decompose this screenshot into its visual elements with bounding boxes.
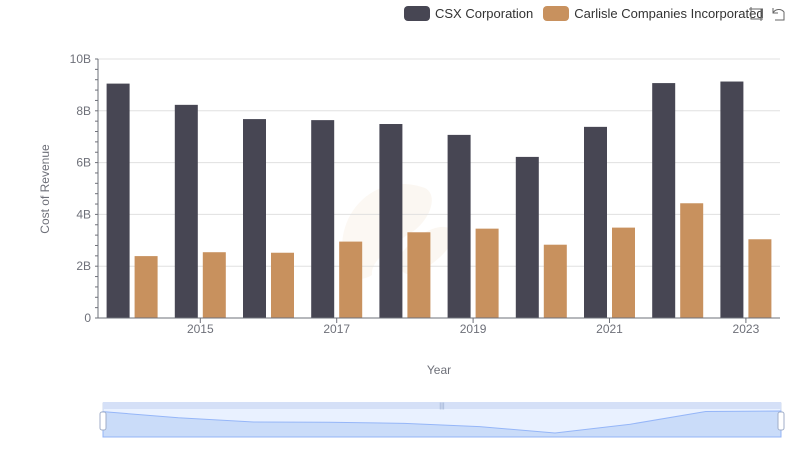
- bar-carlisle[interactable]: [407, 232, 431, 318]
- zoom-handle-right[interactable]: [777, 411, 785, 431]
- bar-carlisle[interactable]: [543, 244, 567, 318]
- x-tick-label: 2023: [733, 322, 760, 336]
- bar-carlisle[interactable]: [202, 252, 226, 318]
- bar-csx[interactable]: [379, 124, 403, 318]
- y-tick-label: 4B: [76, 207, 91, 221]
- y-tick-label: 6B: [76, 156, 91, 170]
- y-axis-title: Cost of Revenue: [38, 144, 52, 234]
- bar-csx[interactable]: [515, 156, 539, 318]
- bar-carlisle[interactable]: [339, 241, 363, 318]
- x-tick-label: 2021: [596, 322, 623, 336]
- bar-csx[interactable]: [447, 134, 471, 318]
- zoom-icon[interactable]: [748, 6, 764, 22]
- zoom-grip: |||: [439, 403, 445, 410]
- zoom-top-bar[interactable]: [103, 402, 781, 409]
- y-tick-label: 10B: [70, 52, 91, 66]
- bar-csx[interactable]: [311, 120, 335, 319]
- y-tick-label: 0: [84, 311, 91, 325]
- legend-item-csx[interactable]: CSX Corporation: [404, 5, 534, 21]
- x-axis-title: Year: [427, 363, 451, 377]
- zoom-preview-area: [102, 410, 782, 438]
- restore-icon[interactable]: [770, 6, 786, 22]
- legend: CSX Corporation Carlisle Companies Incor…: [404, 4, 774, 22]
- x-tick-label: 2017: [323, 322, 350, 336]
- x-tick-label: 2019: [460, 322, 487, 336]
- bar-carlisle[interactable]: [612, 227, 635, 318]
- legend-swatch-carlisle: [543, 5, 570, 21]
- data-zoom-slider[interactable]: |||: [99, 402, 785, 438]
- bar-csx[interactable]: [584, 126, 607, 318]
- legend-label-carlisle: Carlisle Companies Incorporated: [574, 5, 764, 21]
- bar-csx[interactable]: [174, 104, 198, 318]
- bar-csx[interactable]: [106, 83, 130, 318]
- legend-label-csx: CSX Corporation: [435, 5, 534, 21]
- bar-carlisle[interactable]: [271, 252, 294, 318]
- y-tick-label: 8B: [76, 104, 91, 118]
- bar-csx[interactable]: [720, 81, 744, 319]
- bar-csx[interactable]: [243, 119, 266, 318]
- legend-item-carlisle[interactable]: Carlisle Companies Incorporated: [543, 5, 764, 21]
- bar-carlisle[interactable]: [680, 203, 704, 318]
- toolbox: [748, 6, 786, 22]
- legend-swatch-csx: [404, 5, 430, 21]
- x-tick-label: 2015: [187, 322, 214, 336]
- bar-carlisle[interactable]: [475, 228, 499, 318]
- bar-carlisle[interactable]: [748, 239, 772, 318]
- bar-csx[interactable]: [652, 83, 676, 318]
- zoom-handle-left[interactable]: [99, 411, 107, 431]
- bar-carlisle[interactable]: [134, 256, 158, 318]
- y-tick-label: 2B: [76, 259, 91, 273]
